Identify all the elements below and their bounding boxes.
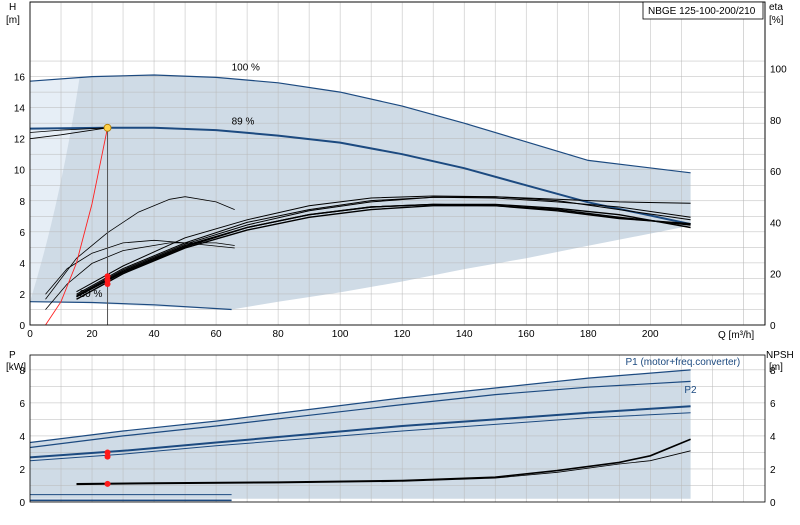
qh-x-tick-label: 160 bbox=[518, 329, 535, 340]
qh-x-tick-label: 180 bbox=[580, 329, 597, 340]
eta-y2-tick-label: 80 bbox=[770, 116, 782, 127]
efficiency-curve bbox=[45, 242, 235, 310]
qh-operating-envelope bbox=[30, 75, 691, 310]
qh-y2-axis-label: eta bbox=[769, 2, 783, 13]
npsh-y2-tick-label: 0 bbox=[770, 498, 776, 509]
efficiency-curve bbox=[76, 203, 691, 298]
power-y-tick-label: 8 bbox=[19, 366, 25, 377]
model-title-box bbox=[642, 1, 764, 20]
qh-y-tick-label: 14 bbox=[14, 104, 26, 115]
qh-y2-axis-unit: [%] bbox=[769, 15, 784, 26]
qh-y-tick-label: 16 bbox=[14, 73, 26, 84]
power-y-axis-label: P bbox=[9, 350, 16, 361]
qh-y-tick-label: 2 bbox=[19, 290, 25, 301]
eta-y2-tick-label: 20 bbox=[770, 270, 782, 281]
npsh-y2-tick-label: 2 bbox=[770, 465, 776, 476]
npsh-curve bbox=[76, 450, 691, 486]
qh-curve-plot: 0 20 40 60 80 100 120 140 160 180 2000246810121416… bbox=[14, 1, 787, 340]
power-curve bbox=[29, 405, 691, 459]
qh-envelope-light-region bbox=[30, 77, 80, 302]
power-y-tick-label: 0 bbox=[19, 498, 25, 509]
efficiency-operating-marker bbox=[104, 273, 111, 280]
power-operating-marker bbox=[104, 453, 111, 460]
power-operating-marker bbox=[104, 449, 111, 456]
qh-x-axis-label: Q [m³/h] bbox=[718, 330, 754, 341]
qh-plot-border bbox=[29, 1, 766, 326]
power-y-axis-unit: [kW] bbox=[6, 362, 26, 373]
qh-y-tick-label: 6 bbox=[19, 228, 25, 239]
qh-x-tick-label: 100 bbox=[332, 329, 349, 340]
qh-y-tick-label: 10 bbox=[14, 166, 26, 177]
qh-x-tick-label: 40 bbox=[148, 329, 160, 340]
power-series-label: P1 (motor+freq.converter) bbox=[625, 357, 740, 368]
power-curve bbox=[29, 412, 691, 462]
qh-y-tick-label: 0 bbox=[19, 321, 25, 332]
qh-curve-100-percent bbox=[29, 74, 691, 174]
duty-point-marker bbox=[103, 123, 112, 132]
power-curve-p1 bbox=[29, 369, 691, 444]
efficiency-curve bbox=[76, 195, 691, 293]
npsh-y2-tick-label: 8 bbox=[770, 366, 776, 377]
qh-y-tick-label: 12 bbox=[14, 135, 26, 146]
npsh-curve bbox=[76, 438, 691, 485]
qh-x-tick-label: 200 bbox=[642, 329, 659, 340]
eta-y2-tick-label: 0 bbox=[770, 321, 776, 332]
qh-curve bbox=[29, 127, 108, 140]
speed-label: 89 % bbox=[232, 117, 255, 128]
system-curve bbox=[45, 127, 108, 326]
eta-y2-tick-label: 40 bbox=[770, 218, 782, 229]
power-curve-p2 bbox=[29, 380, 691, 449]
qh-x-tick-label: 140 bbox=[456, 329, 473, 340]
qh-curve-89-percent bbox=[29, 126, 691, 226]
npsh-y-axis-label: NPSH bbox=[766, 350, 794, 361]
speed-label: 100 % bbox=[232, 62, 260, 73]
efficiency-curve bbox=[45, 196, 235, 300]
power-y-tick-label: 4 bbox=[19, 432, 25, 443]
qh-x-tick-label: 60 bbox=[211, 329, 223, 340]
qh-x-tick-label: 80 bbox=[273, 329, 285, 340]
npsh-y2-tick-label: 4 bbox=[770, 432, 776, 443]
qh-x-tick-label: 20 bbox=[86, 329, 98, 340]
power-y-tick-label: 6 bbox=[19, 399, 25, 410]
qh-y-tick-label: 8 bbox=[19, 197, 25, 208]
npsh-y-axis-unit: [m] bbox=[769, 362, 783, 373]
qh-x-tick-label: 120 bbox=[394, 329, 411, 340]
eta-y2-tick-label: 60 bbox=[770, 167, 782, 178]
power-y-tick-label: 2 bbox=[19, 465, 25, 476]
power-npsh-plot: 0 2 4 6 8 0 2 4 6 8 P1 (motor+freq.converter) P2 bbox=[19, 354, 776, 509]
model-title: NBGE 125-100-200/210 bbox=[648, 6, 756, 17]
speed-label: 30 % bbox=[80, 289, 103, 300]
qh-x-tick-label: 0 bbox=[27, 329, 33, 340]
power-operating-marker bbox=[104, 480, 111, 487]
qh-y-axis-unit: [m] bbox=[6, 15, 20, 26]
power-series-label: P2 bbox=[684, 385, 697, 396]
qh-y-axis-label: H bbox=[9, 2, 16, 13]
npsh-y2-tick-label: 6 bbox=[770, 399, 776, 410]
qh-curve bbox=[29, 127, 108, 133]
eta-y2-tick-label: 100 bbox=[770, 64, 787, 75]
power-plot-border bbox=[29, 354, 766, 503]
qh-y-tick-label: 4 bbox=[19, 259, 25, 270]
efficiency-curve bbox=[76, 196, 691, 296]
efficiency-curve bbox=[76, 205, 691, 300]
